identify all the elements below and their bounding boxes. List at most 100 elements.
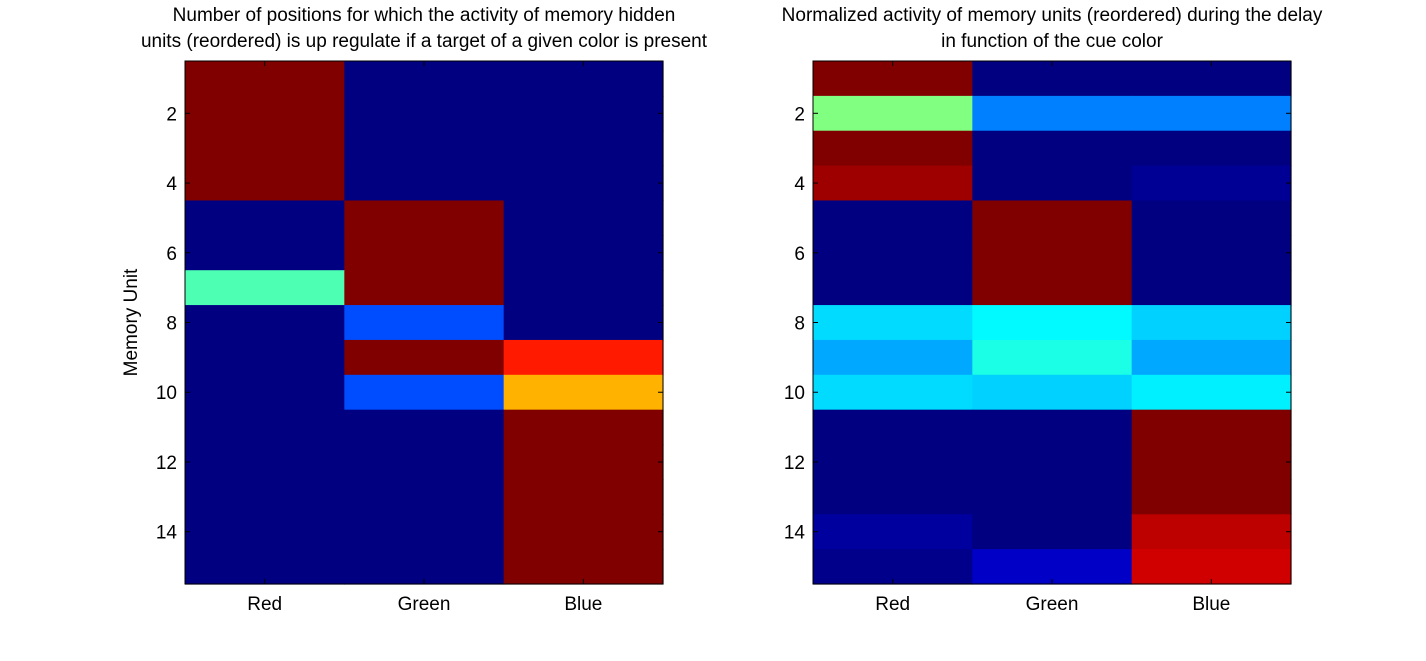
heatmap-cell [344,339,505,376]
x-tick-label: Red [247,594,282,615]
heatmap-cell [503,444,664,480]
chart-title-line: units (reordered) is up regulate if a ta… [141,31,708,52]
heatmap-cell [503,95,664,132]
y-tick-label: 12 [156,453,177,474]
heatmap-cell [344,200,505,236]
heatmap-cell [185,444,345,480]
heatmap-cell [503,235,664,271]
heatmap-cell [972,514,1133,550]
heatmap-cell [185,479,345,515]
heatmap-cell [972,61,1133,97]
heatmap-cell [972,479,1133,515]
heatmap-cell [503,165,664,202]
y-tick-label: 8 [794,314,805,335]
heatmap-cell [813,165,973,202]
heatmap-cell [185,339,345,376]
heatmap-cell [813,514,973,550]
heatmap-cell [1131,270,1292,306]
heatmap-cell [813,235,973,271]
heatmap-cell [185,549,345,585]
y-tick-label: 10 [156,383,177,404]
heatmap-cell [972,270,1133,306]
heatmap-cell [503,339,664,376]
heatmap-cell [972,374,1133,411]
heatmap-cell [185,270,345,306]
heatmap-cell [344,165,505,202]
heatmap-cell [503,130,664,167]
heatmap-cell [813,479,973,515]
heatmap-cell [503,514,664,550]
heatmap-cell [185,200,345,236]
heatmap-cell [1131,479,1292,515]
heatmap-cell [185,374,345,411]
heatmap-cell [344,130,505,167]
heatmap-cell [185,165,345,202]
chart-title-line: in function of the cue color [941,31,1163,52]
y-tick-label: 2 [794,104,805,125]
heatmap-cell [503,61,664,97]
heatmap-cell [503,374,664,411]
heatmap-cell [972,444,1133,480]
heatmap-cell [1131,305,1292,341]
x-tick-label: Green [1026,594,1079,615]
heatmap-cell [972,130,1133,167]
heatmap-cell [813,95,973,132]
x-tick-label: Blue [564,594,602,615]
heatmap-cell [813,339,973,376]
heatmap-cell [185,514,345,550]
heatmap-cell [813,374,973,411]
heatmap-cell [344,305,505,341]
heatmap-cell [972,305,1133,341]
heatmap-cell [344,444,505,480]
heatmap-cell [344,61,505,97]
heatmap-cell [813,270,973,306]
heatmap-cell [503,479,664,515]
heatmap-cell [344,514,505,550]
heatmap-cell [503,409,664,446]
x-tick-label: Blue [1192,594,1230,615]
heatmap-cell [972,409,1133,446]
heatmap-cell [185,409,345,446]
heatmap-cell [344,479,505,515]
heatmap-cell [344,270,505,306]
y-tick-label: 6 [794,244,805,265]
heatmap-cell [1131,514,1292,550]
heatmap-cell [185,130,345,167]
heatmap-cell [813,549,973,585]
heatmap-cell [813,200,973,236]
y-tick-label: 8 [166,314,177,335]
heatmap-cell [972,165,1133,202]
heatmap-cell [185,61,345,97]
x-tick-label: Green [398,594,451,615]
heatmap-cell [344,409,505,446]
heatmap-cell [1131,339,1292,376]
heatmap-cell [185,235,345,271]
heatmap-cell [1131,235,1292,271]
heatmap-cell [344,235,505,271]
y-tick-label: 4 [166,174,177,195]
heatmap-cell [503,305,664,341]
heatmap-cell [344,95,505,132]
heatmap-cell [972,200,1133,236]
chart-title-line: Number of positions for which the activi… [173,5,676,26]
y-axis-label: Memory Unit [121,268,142,376]
heatmap-cell [185,305,345,341]
heatmap-cell [972,549,1133,585]
heatmap-cell [972,339,1133,376]
heatmap-cell [813,444,973,480]
y-tick-label: 14 [156,523,178,544]
y-tick-label: 6 [166,244,177,265]
heatmap-panel-2: 2 4 6 8 10 12 14 Red Green Blue Normalized activit… [782,5,1323,615]
heatmap-cell [1131,200,1292,236]
y-tick-label: 12 [784,453,805,474]
y-tick-label: 2 [166,104,177,125]
heatmap-cell [1131,444,1292,480]
heatmap-cell [813,409,973,446]
chart-title-line: Normalized activity of memory units (reo… [782,5,1323,26]
heatmap-cell [1131,95,1292,132]
heatmap-cell [503,549,664,585]
heatmap-cell [972,95,1133,132]
heatmap-cell [1131,549,1292,585]
